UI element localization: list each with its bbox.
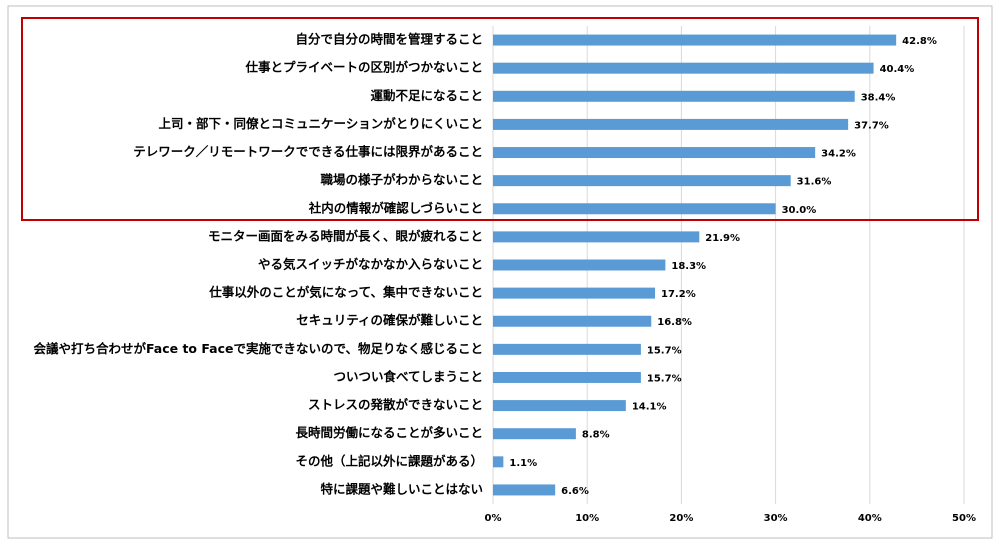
category-label: 自分で自分の時間を管理すること	[295, 32, 483, 47]
category-label: その他（上記以外に課題がある）	[295, 453, 483, 468]
value-label: 34.2%	[821, 149, 856, 160]
value-label: 15.7%	[647, 345, 682, 356]
value-label: 30.0%	[782, 205, 817, 216]
category-label: 職場の様子がわからないこと	[320, 172, 483, 187]
bar	[493, 175, 791, 187]
category-label: 仕事以外のことが気になって、集中できないこと	[208, 285, 483, 300]
bar	[493, 62, 874, 74]
value-label: 17.2%	[661, 289, 696, 300]
bar	[493, 118, 849, 130]
bar	[493, 259, 666, 271]
x-tick-label: 0%	[485, 513, 502, 524]
category-label: 長時間労働になることが多いこと	[295, 425, 483, 440]
value-label: 42.8%	[902, 36, 937, 47]
x-tick-label: 10%	[575, 513, 599, 524]
value-label: 40.4%	[880, 64, 915, 75]
x-tick-label: 20%	[669, 513, 693, 524]
chart-frame	[7, 5, 993, 539]
bar	[493, 428, 576, 440]
bar	[493, 231, 700, 243]
plot: 自分で自分の時間を管理すること 42.8% 仕事とプライベートの区別がつかないこと 4…	[33, 32, 936, 497]
bar	[493, 343, 641, 355]
category-label: 運動不足になること	[370, 88, 483, 103]
bar	[493, 34, 897, 46]
bar	[493, 484, 556, 496]
highlight-box	[21, 17, 979, 221]
category-label: 特に課題や難しいことはない	[320, 481, 483, 496]
bar	[493, 456, 504, 468]
category-label: 上司・部下・同僚とコミュニケーションがとりにくいこと	[158, 116, 483, 131]
x-tick-label: 50%	[952, 513, 976, 524]
bar	[493, 400, 626, 412]
x-tick-label: 30%	[764, 513, 788, 524]
value-label: 37.7%	[854, 120, 889, 131]
bar	[493, 371, 641, 383]
value-label: 38.4%	[861, 92, 896, 103]
bar	[493, 203, 776, 215]
value-label: 16.8%	[657, 317, 692, 328]
category-label: 社内の情報が確認しづらいこと	[308, 200, 483, 215]
value-label: 6.6%	[561, 486, 589, 497]
bar	[493, 147, 816, 159]
value-label: 8.8%	[582, 430, 610, 441]
category-label: セキュリティの確保が難しいこと	[296, 313, 483, 328]
category-label: やる気スイッチがなかなか入らないこと	[258, 257, 483, 272]
category-label: 仕事とプライベートの区別がつかないこと	[244, 60, 483, 75]
x-tick-label: 40%	[858, 513, 882, 524]
value-label: 21.9%	[705, 233, 740, 244]
bar	[493, 90, 855, 102]
category-label: ストレスの発散ができないこと	[308, 397, 483, 412]
value-label: 15.7%	[647, 373, 682, 384]
value-label: 14.1%	[632, 402, 667, 413]
value-label: 1.1%	[509, 458, 537, 469]
bar	[493, 287, 656, 299]
category-label: 会議や打ち合わせがFace to Faceで実施できないので、物足りなく感じるこ…	[33, 341, 483, 356]
value-label: 18.3%	[671, 261, 706, 272]
value-label: 31.6%	[797, 177, 832, 188]
bar	[493, 315, 652, 327]
category-label: テレワーク／リモートワークでできる仕事には限界があること	[133, 144, 483, 159]
category-label: モニター画面をみる時間が長く、眼が疲れること	[208, 228, 483, 243]
category-label: ついつい食べてしまうこと	[333, 369, 483, 384]
